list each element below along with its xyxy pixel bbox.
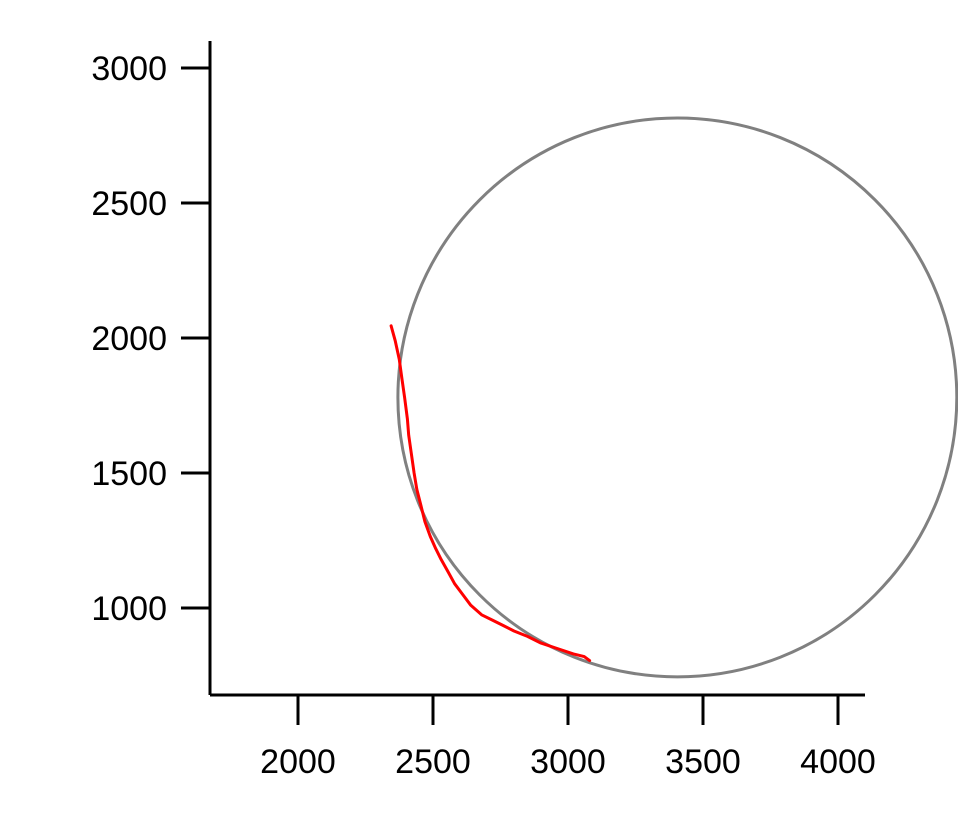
x-axis-ticks: 2000 2500 3000 3500 4000 [260,695,876,781]
y-tick-label: 2500 [91,185,167,223]
x-tick-label: 2000 [260,743,336,781]
x-tick-label: 2500 [395,743,471,781]
reference-circle [396,116,958,679]
trajectory-line [389,324,592,663]
y-tick-label: 1500 [91,455,167,493]
y-axis-ticks: 1000 1500 2000 2500 3000 [91,50,210,628]
x-tick-label: 3500 [665,743,741,781]
axes [208,41,865,697]
y-tick-label: 1000 [91,590,167,628]
x-tick-label: 4000 [800,743,876,781]
y-tick-label: 3000 [91,50,167,88]
x-tick-label: 3000 [530,743,606,781]
plot-area [389,116,958,679]
y-tick-label: 2000 [91,320,167,358]
